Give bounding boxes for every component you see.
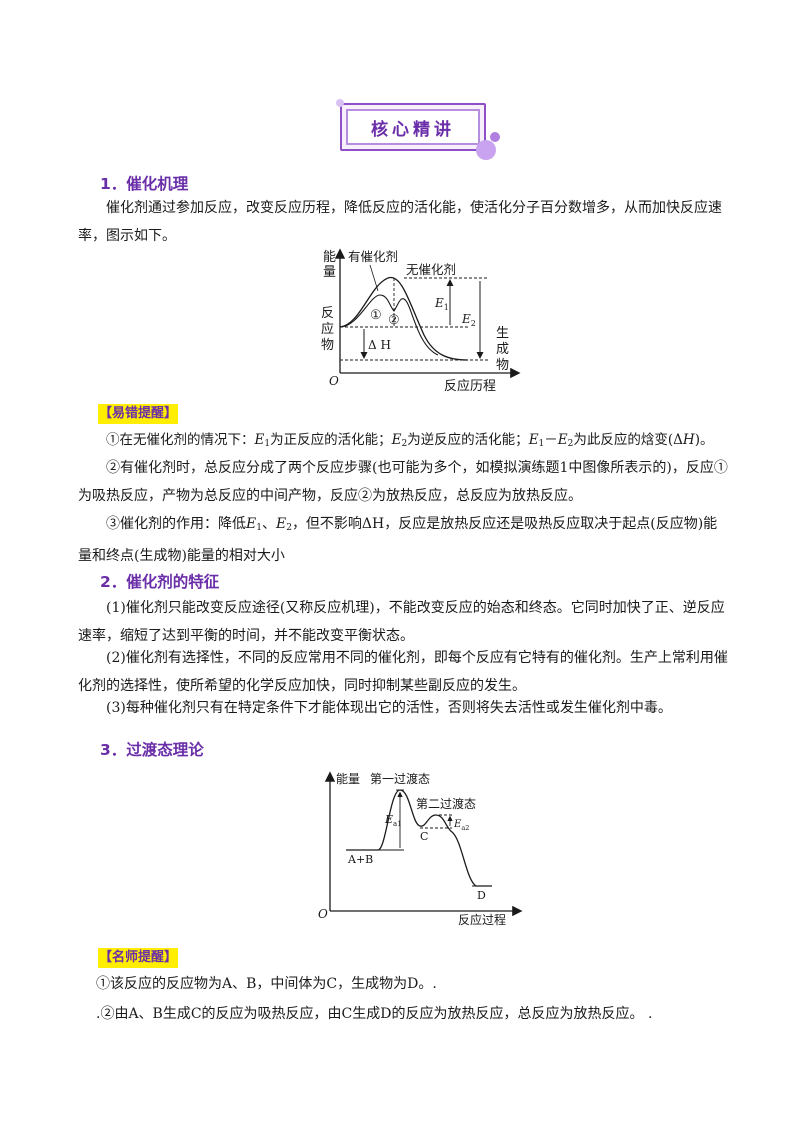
section-heading: 2．催化剂的特征 — [100, 573, 220, 591]
tip-item-1: ①在无催化剂的情况下：E1为正反应的活化能；E2为逆反应的活化能；E1－E2为此… — [106, 432, 714, 449]
tip-item-2: .②由A、B生成C的反应为吸热反应，由C生成D的反应为放热反应，总反应为放热反应… — [96, 1006, 653, 1022]
origin-label: O — [329, 374, 339, 388]
feature-item-2: (2)催化剂有选择性，不同的反应常用不同的催化剂，即每个反应有它特有的催化剂。生… — [78, 650, 728, 694]
y-axis-label-bottom: 量 — [323, 265, 336, 280]
end-label: D — [477, 889, 486, 902]
catalyzed-label: 有催化剂 — [348, 249, 398, 264]
catalyzed-leader — [369, 264, 379, 292]
ts1-label: 第一过渡态 — [370, 771, 430, 786]
feature-item-3: (3)每种催化剂只有在特定条件下才能体现出它的活性，否则将失去活性或发生催化剂中… — [106, 700, 672, 716]
y-axis-label-top: 能 — [323, 250, 336, 265]
x-axis-label: 反应历程 — [444, 378, 496, 394]
origin-label: O — [318, 907, 328, 921]
tip-label: 【名师提醒】 — [98, 948, 179, 968]
products-label-1: 生 — [496, 326, 509, 341]
catalyzed-curve — [339, 294, 439, 356]
section-heading: 1．催化机理 — [100, 175, 189, 193]
tip-label: 【易错提醒】 — [98, 404, 179, 424]
banner-decoration-dot — [476, 140, 496, 160]
ea2-label: Ea2 — [453, 819, 469, 832]
feature-item-1: (1)催化剂只能改变反应途径(又称反应机理)，不能改变反应的始态和终态。它同时加… — [78, 600, 725, 644]
tip-item-3: ③催化剂的作用：降低E1、E2，但不影响ΔH，反应是放热反应还是吸热反应取决于起… — [78, 516, 718, 564]
transition-state-diagram: 能量 第一过渡态 O 反应过程 Ea1 第二过渡态 Ea2 A+B C D — [318, 771, 523, 927]
energy-curve — [346, 789, 492, 887]
ts2-label: 第二过渡态 — [416, 796, 476, 811]
section-heading: 3．过渡态理论 — [100, 741, 204, 759]
tip-item-2: ②有催化剂时，总反应分成了两个反应步骤(也可能为多个，如模拟演练题1中图像所表示… — [78, 460, 728, 504]
products-label-2: 成 — [496, 342, 509, 357]
y-axis-label: 能量 — [336, 772, 360, 786]
dh-label: Δ H — [368, 338, 391, 352]
catalysis-energy-diagram: 能 量 反 应 物 O 反应历程 生 成 物 有催化剂 无催化剂 ① ② E1 … — [321, 248, 521, 394]
reactants-label-3: 物 — [321, 338, 334, 353]
e1-label: E1 — [434, 296, 449, 312]
core-banner: 核心精讲 — [340, 103, 486, 151]
step2-label: ② — [388, 313, 400, 328]
banner-decoration-dot — [490, 132, 500, 142]
banner-decoration-dot — [336, 99, 344, 107]
products-label-3: 物 — [496, 358, 509, 373]
start-label: A+B — [347, 853, 373, 866]
uncatalyzed-label: 无催化剂 — [406, 262, 456, 277]
section-intro: 催化剂通过参加反应，改变反应历程，降低反应的活化能，使活化分子百分数增多，从而加… — [78, 200, 722, 244]
core-banner-inner: 核心精讲 — [346, 109, 480, 145]
intermediate-label: C — [420, 830, 428, 843]
ea1-label: Ea1 — [384, 813, 402, 828]
reactants-label-2: 应 — [321, 321, 334, 337]
uncatalyzed-curve — [339, 277, 469, 361]
reactants-label-1: 反 — [321, 306, 334, 321]
e2-label: E2 — [461, 312, 476, 328]
x-axis-label: 反应过程 — [458, 912, 506, 927]
tip-item-1: ①该反应的反应物为A、B，中间体为C，生成物为D。. — [96, 976, 437, 992]
step1-label: ① — [370, 308, 382, 323]
banner-title: 核心精讲 — [371, 119, 455, 140]
